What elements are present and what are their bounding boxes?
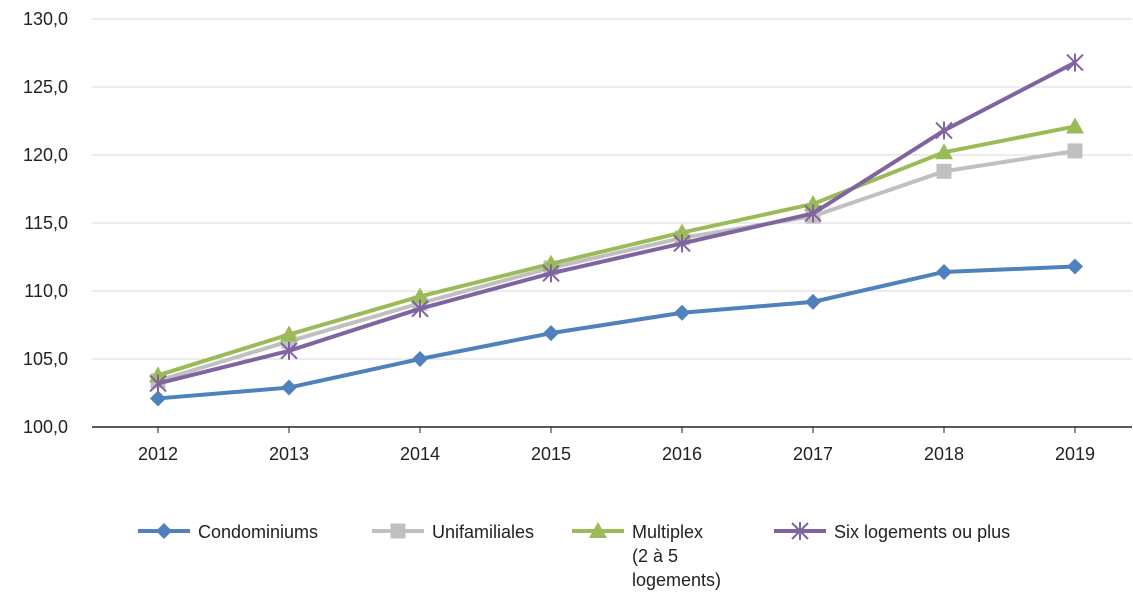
legend-swatch [572,520,624,542]
data-point [674,304,690,321]
x-tick-label: 2014 [400,444,440,464]
legend-marker [589,522,607,538]
data-point [543,325,559,342]
data-point [804,194,822,211]
legend-label: Multiplex (2 à 5 logements) [632,522,722,590]
y-tick-label: 125,0 [23,77,68,97]
legend: Condominiums Unifamiliales Multiplex (2 à … [138,520,1098,597]
legend-item: Condominiums [138,520,318,544]
series-3 [149,53,1084,393]
x-tick-label: 2015 [531,444,571,464]
x-axis: 2012 2013 2014 2015 2016 2017 2018 2019 [92,426,1132,464]
data-point [280,325,298,342]
legend-label: Condominiums [198,522,319,542]
data-point [542,264,560,283]
data-point [805,293,821,310]
legend-item: Unifamiliales [372,520,534,544]
legend-swatch [372,520,424,542]
data-point [280,341,298,360]
series-line [157,124,1076,378]
series-line [157,148,1076,383]
x-tick-label: 2017 [793,444,833,464]
legend-marker [156,523,172,539]
y-tick-label: 120,0 [23,145,68,165]
gridlines [92,18,1132,360]
data-point [281,379,297,396]
y-tick-label: 105,0 [23,349,68,369]
x-tick-label: 2012 [138,444,178,464]
data-point [411,287,429,304]
data-point [149,374,167,393]
y-axis-tick-labels: 100,0 105,0 110,0 115,0 120,0 125,0 130,0 [23,9,68,437]
series-line [157,264,1076,401]
series-2 [149,117,1084,383]
x-tick-label: 2013 [269,444,309,464]
legend-swatch [774,520,826,542]
x-tick-label: 2016 [662,444,702,464]
line-chart: 100,0 105,0 110,0 115,0 120,0 125,0 130,0 2012… [23,9,1132,464]
data-point [412,351,428,367]
legend-marker [390,523,406,539]
y-tick-label: 115,0 [24,213,68,233]
data-point [542,254,560,271]
legend-marker [791,522,809,540]
data-point [1067,258,1083,275]
y-tick-label: 100,0 [23,417,68,437]
data-point [935,143,953,160]
data-point [673,223,691,240]
series-lines [149,53,1084,407]
data-point [935,121,953,140]
data-point [936,163,952,179]
y-tick-label: 110,0 [24,281,68,301]
series-0 [150,258,1083,407]
data-point [1066,53,1084,72]
legend-swatch [138,520,190,542]
data-point [804,204,822,223]
x-tick-label: 2019 [1055,444,1095,464]
legend-item: Six logements ou plus [774,520,1010,544]
data-point [673,234,691,253]
data-point [150,390,166,407]
y-tick-label: 130,0 [23,9,68,29]
legend-item: Multiplex (2 à 5 logements) [572,520,721,592]
data-point [1066,117,1084,134]
legend-label: Unifamiliales [432,522,535,542]
data-point [1067,143,1083,159]
series-line [157,60,1076,386]
data-point [411,299,429,318]
legend-label: Six logements ou plus [834,522,1011,542]
data-point [936,263,952,280]
x-tick-label: 2018 [924,444,964,464]
